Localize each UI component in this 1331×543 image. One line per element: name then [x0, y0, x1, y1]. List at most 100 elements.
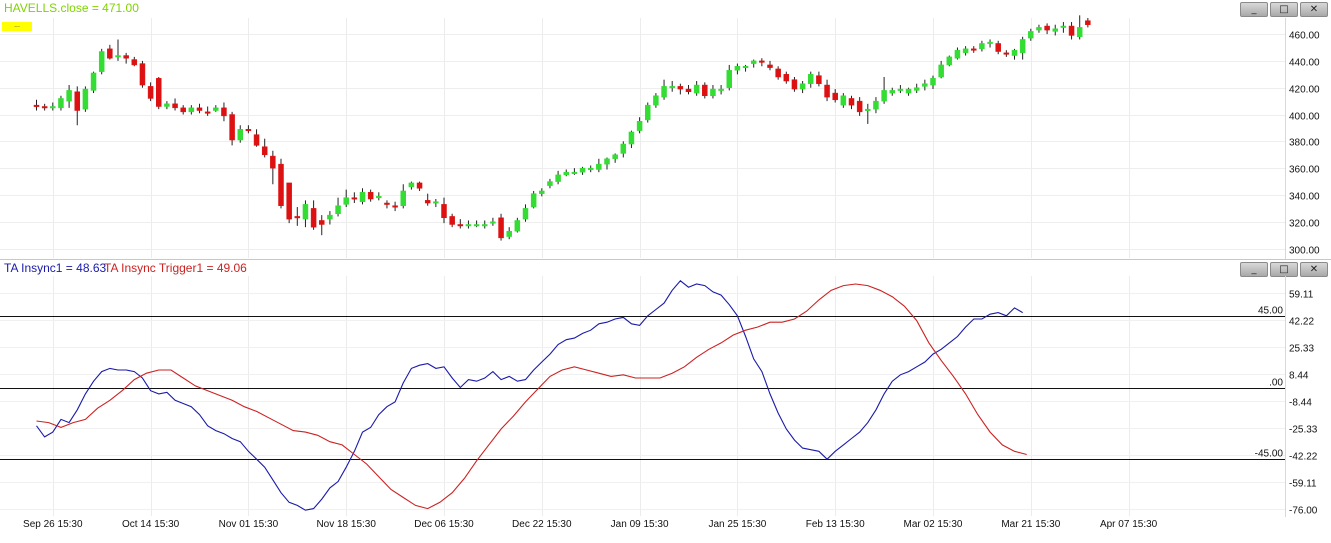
candle-body — [351, 197, 358, 200]
candle-body — [1003, 52, 1010, 55]
candle-body — [245, 129, 252, 132]
candle-body — [147, 86, 154, 99]
candle-body — [41, 106, 48, 109]
x-tick-label: Feb 13 15:30 — [806, 519, 865, 530]
indicator-y-tick-label: 59.11 — [1289, 290, 1314, 301]
candle-body — [196, 107, 203, 111]
candle-body — [653, 95, 659, 106]
candle-body — [693, 84, 700, 94]
indicator-y-tick-label: -25.33 — [1289, 425, 1318, 436]
indicator-pane-minimize-button[interactable]: _ — [1240, 262, 1268, 277]
candle-body — [98, 51, 105, 72]
price-pane-marker: ... — [2, 22, 32, 31]
price-pane-minimize-button[interactable]: _ — [1240, 2, 1268, 17]
candle-body — [954, 49, 961, 59]
candle-body — [261, 146, 268, 156]
candle-body — [58, 98, 64, 109]
candle-body — [1019, 39, 1026, 54]
x-tick-label: Dec 06 15:30 — [414, 519, 474, 530]
candle-body — [1011, 49, 1018, 56]
x-tick-label: Nov 18 15:30 — [316, 519, 376, 530]
candle-body — [702, 84, 708, 97]
candle-body — [596, 163, 602, 170]
indicator-pane-close-button[interactable]: ✕ — [1300, 262, 1328, 277]
indicator-y-tick-label: -42.22 — [1289, 452, 1318, 463]
candle-body — [685, 88, 692, 92]
candle-body — [286, 182, 292, 220]
candle-body — [547, 181, 553, 186]
x-tick-label: Jan 09 15:30 — [611, 519, 669, 530]
candle-body — [302, 204, 309, 220]
indicator-y-tick-label: -59.11 — [1289, 479, 1317, 490]
candle-body — [416, 182, 423, 189]
candle-body — [759, 60, 765, 63]
indicator-y-tick-label: -76.00 — [1289, 506, 1318, 517]
candle-body — [156, 78, 162, 107]
candle-body — [865, 108, 871, 111]
candle-body — [1060, 25, 1067, 28]
candle-body — [563, 171, 569, 176]
candle-body — [922, 83, 928, 87]
candle-body — [938, 64, 944, 78]
insync-series-line — [36, 280, 1023, 511]
candle-body — [726, 70, 732, 88]
candle-body — [1036, 27, 1042, 31]
price-pane-label: HAVELLS.close = 471.00 — [4, 1, 139, 15]
candle-body — [824, 84, 830, 98]
candle-body — [172, 103, 178, 109]
candle-body — [359, 192, 366, 202]
indicator-pane-window-buttons: _ □ ✕ — [1240, 262, 1328, 277]
candle-body — [66, 90, 72, 102]
insync-trigger-series-line — [36, 283, 1027, 510]
price-y-tick-label: 340.00 — [1289, 192, 1320, 203]
candle-body — [612, 154, 618, 160]
candle-body — [710, 88, 716, 97]
price-pane-maximize-button[interactable]: □ — [1270, 2, 1298, 17]
candle-body — [449, 216, 455, 225]
indicator-y-tick-label: 42.22 — [1289, 317, 1314, 328]
price-y-tick-label: 380.00 — [1289, 138, 1320, 149]
candle-body — [645, 104, 651, 121]
candle-body — [816, 75, 822, 84]
candle-body — [90, 72, 97, 91]
candle-body — [164, 103, 170, 107]
price-y-tick-label: 400.00 — [1289, 112, 1320, 123]
candle-body — [343, 197, 349, 205]
x-tick-label: Mar 21 15:30 — [1001, 519, 1060, 530]
price-y-tick-label: 360.00 — [1289, 165, 1320, 176]
candle-body — [669, 86, 675, 89]
candle-body — [107, 48, 113, 59]
price-y-tick-label: 300.00 — [1289, 246, 1320, 257]
candle-body — [987, 41, 993, 44]
candle-body — [221, 107, 227, 117]
x-tick-label: Nov 01 15:30 — [219, 519, 279, 530]
candle-body — [294, 216, 301, 219]
candle-body — [873, 100, 879, 110]
candle-body — [995, 43, 1001, 52]
candle-body — [457, 224, 464, 227]
candle-body — [856, 100, 863, 113]
candle-body — [498, 217, 504, 239]
candle-body — [734, 66, 741, 71]
candle-body — [791, 79, 798, 90]
candle-body — [367, 192, 374, 200]
price-pane-close-button[interactable]: ✕ — [1300, 2, 1328, 17]
candle-body — [319, 220, 325, 225]
indicator-pane-maximize-button[interactable]: □ — [1270, 262, 1298, 277]
x-tick-label: Oct 14 15:30 — [122, 519, 180, 530]
candle-body — [905, 88, 912, 94]
candle-body — [384, 202, 390, 205]
candle-body — [1076, 27, 1083, 38]
reference-line-label: 45.00 — [1258, 306, 1283, 317]
candle-body — [889, 90, 895, 94]
reference-line-label: .00 — [1269, 378, 1283, 389]
candle-body — [530, 193, 537, 208]
candle-body — [897, 88, 904, 91]
candle-body — [742, 66, 749, 69]
price-y-tick-label: 320.00 — [1289, 219, 1320, 230]
candle-body — [82, 88, 89, 110]
x-tick-label: Mar 02 15:30 — [904, 519, 963, 530]
candle-body — [74, 91, 80, 111]
price-y-tick-label: 440.00 — [1289, 58, 1320, 69]
